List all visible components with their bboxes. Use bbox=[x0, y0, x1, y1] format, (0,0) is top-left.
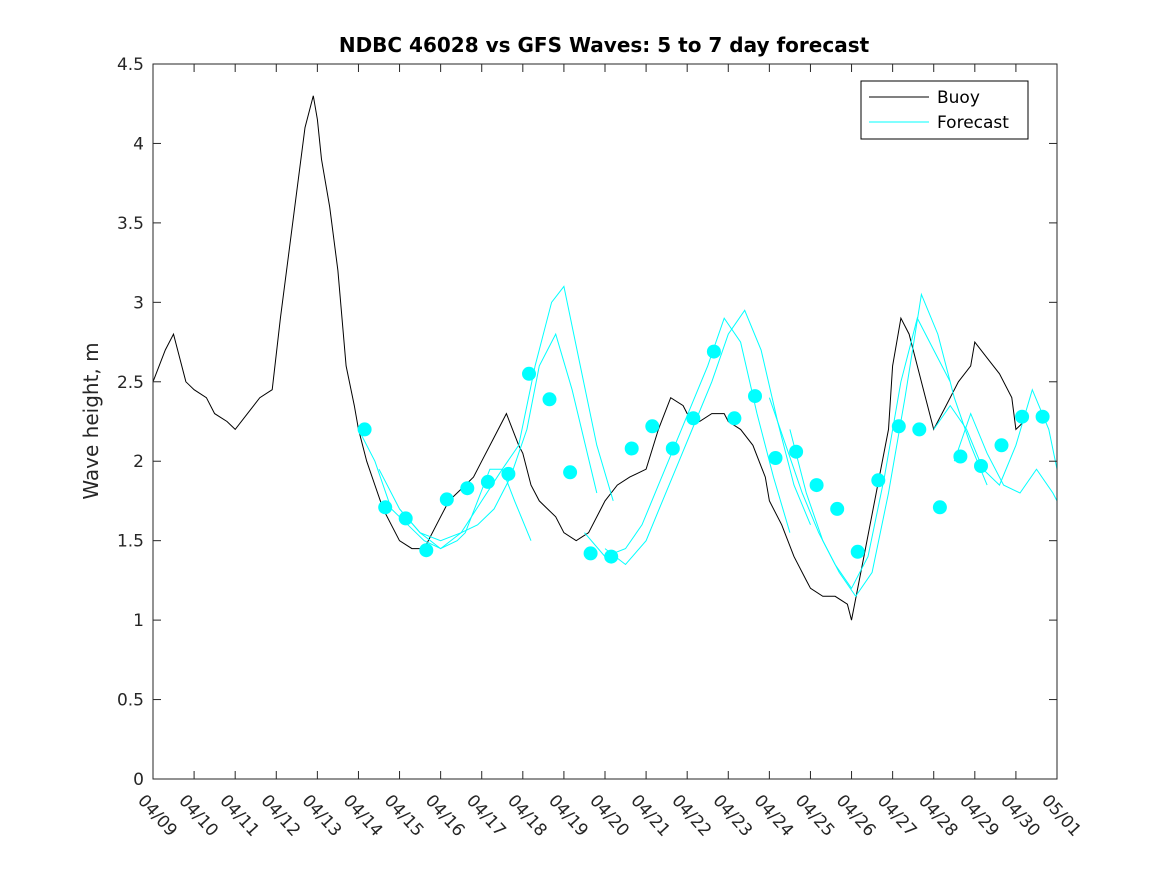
forecast-marker bbox=[789, 444, 804, 459]
y-axis-label: Wave height, m bbox=[79, 342, 103, 499]
forecast-marker bbox=[748, 389, 762, 404]
forecast-marker bbox=[932, 500, 947, 515]
forecast-marker bbox=[419, 543, 434, 558]
forecast-marker bbox=[891, 419, 906, 434]
y-tick-label: 0.5 bbox=[117, 691, 144, 711]
y-tick-label: 4 bbox=[133, 134, 144, 154]
y-tick-label: 4.5 bbox=[117, 55, 144, 75]
forecast-marker bbox=[1035, 409, 1050, 424]
forecast-marker bbox=[974, 459, 988, 473]
y-tick-label: 2.5 bbox=[117, 373, 144, 393]
forecast-run-line-4 bbox=[584, 317, 791, 558]
forecast-run-line-9 bbox=[953, 412, 1058, 502]
chart-title: NDBC 46028 vs GFS Waves: 5 to 7 day fore… bbox=[339, 33, 870, 57]
forecast-run-line-6 bbox=[768, 316, 951, 590]
forecast-marker bbox=[871, 473, 886, 488]
forecast-marker bbox=[542, 392, 557, 407]
y-tick-label: 3.5 bbox=[117, 214, 144, 234]
forecast-marker bbox=[809, 478, 824, 493]
y-tick-label: 1.5 bbox=[117, 532, 144, 552]
y-tick-label: 2 bbox=[133, 452, 144, 472]
forecast-marker bbox=[522, 366, 536, 381]
forecast-marker bbox=[706, 344, 721, 359]
forecast-marker bbox=[1015, 409, 1030, 424]
forecast-marker bbox=[583, 546, 598, 561]
forecast-marker bbox=[912, 422, 927, 437]
forecast-marker bbox=[624, 441, 639, 456]
forecast-marker bbox=[378, 500, 393, 515]
forecast-marker bbox=[563, 465, 578, 480]
legend-box bbox=[860, 80, 1029, 140]
forecast-marker bbox=[439, 492, 454, 507]
forecast-marker bbox=[357, 422, 372, 437]
forecast-marker bbox=[480, 474, 495, 489]
forecast-marker bbox=[604, 549, 619, 564]
forecast-marker bbox=[460, 481, 475, 496]
legend: Buoy Forecast bbox=[860, 80, 1029, 140]
forecast-marker bbox=[645, 419, 660, 434]
forecast-marker bbox=[686, 411, 701, 426]
legend-forecast-label: Forecast bbox=[937, 113, 1009, 133]
y-tick-label: 3 bbox=[133, 293, 144, 313]
y-tick-label: 1 bbox=[133, 611, 144, 631]
legend-buoy-label: Buoy bbox=[937, 88, 980, 108]
forecast-marker bbox=[501, 466, 516, 481]
forecast-run-line-7 bbox=[789, 292, 988, 598]
buoy-series-line bbox=[152, 95, 1025, 621]
forecast-run-line-3 bbox=[399, 285, 614, 550]
forecast-marker bbox=[398, 511, 413, 526]
forecast-marker bbox=[850, 544, 865, 559]
forecast-marker bbox=[994, 438, 1009, 453]
plot-content bbox=[152, 95, 1058, 621]
forecast-marker bbox=[830, 501, 845, 516]
y-tick-label: 0 bbox=[133, 770, 144, 790]
forecast-marker bbox=[768, 451, 783, 465]
y-axis: 0 0.5 1 1.5 2 2.5 3 3.5 4 4.5 bbox=[117, 55, 1057, 790]
forecast-marker bbox=[665, 441, 680, 456]
forecast-marker bbox=[727, 411, 742, 426]
forecast-marker bbox=[953, 449, 968, 464]
